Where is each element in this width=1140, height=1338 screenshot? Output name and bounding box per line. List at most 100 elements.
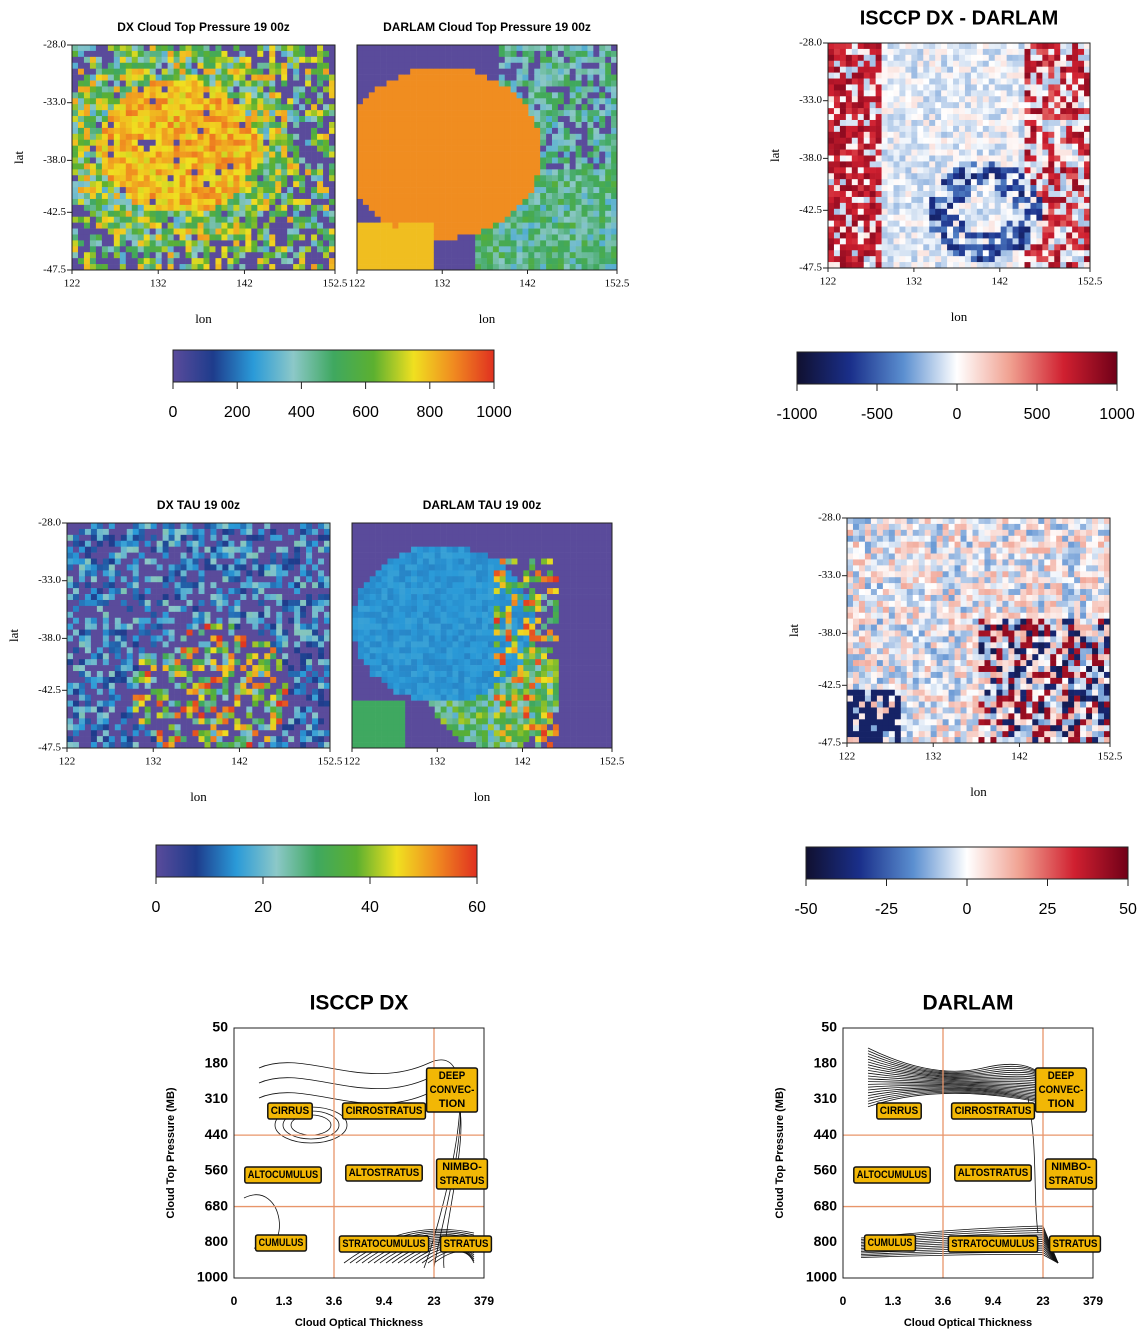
map-cell (96, 175, 102, 181)
map-cell (576, 152, 582, 158)
map-cell (150, 146, 156, 152)
map-cell (162, 69, 168, 75)
map-cell (102, 92, 108, 98)
map-cell (375, 122, 381, 128)
map-cell (357, 63, 363, 69)
map-cell (416, 75, 422, 81)
map-cell (840, 191, 846, 197)
map-cell (534, 152, 540, 158)
map-cell (209, 116, 215, 122)
map-cell (911, 138, 917, 144)
map-cell (493, 175, 499, 181)
map-cell (917, 197, 923, 203)
map-cell (329, 128, 335, 134)
map-cell (1013, 167, 1019, 173)
map-cell (953, 138, 959, 144)
map-cell (269, 223, 275, 229)
map-cell (1048, 173, 1054, 179)
map-cell (227, 181, 233, 187)
map-cell (983, 144, 989, 150)
map-cell (440, 199, 446, 205)
map-cell (522, 98, 528, 104)
map-cell (469, 264, 475, 270)
map-cell (251, 92, 257, 98)
map-cell (363, 252, 369, 258)
map-cell (1036, 96, 1042, 102)
map-cell (156, 104, 162, 110)
map-cell (375, 163, 381, 169)
map-cell (257, 122, 263, 128)
map-cell (834, 191, 840, 197)
map-cell (505, 92, 511, 98)
map-cell (102, 128, 108, 134)
map-cell (215, 223, 221, 229)
x-tick-label: 122 (349, 278, 366, 290)
map-cell (138, 187, 144, 193)
map-cell (564, 175, 570, 181)
map-cell (995, 215, 1001, 221)
map-cell (120, 69, 126, 75)
map-cell (186, 258, 192, 264)
map-cell (611, 146, 617, 152)
map-cell (475, 81, 481, 87)
map-cell (1042, 250, 1048, 256)
map-cell (463, 51, 469, 57)
map-cell (587, 57, 593, 63)
map-cell (834, 256, 840, 262)
map-cell (840, 150, 846, 156)
map-cell (398, 104, 404, 110)
map-cell (582, 205, 588, 211)
map-cell (428, 223, 434, 229)
map-cell (428, 258, 434, 264)
map-cell (599, 240, 605, 246)
map-cell (233, 169, 239, 175)
map-cell (828, 173, 834, 179)
map-cell (505, 86, 511, 92)
map-cell (215, 229, 221, 235)
map-cell (528, 140, 534, 146)
map-cell (876, 132, 882, 138)
map-cell (599, 69, 605, 75)
map-cell (1025, 79, 1031, 85)
map-cell (552, 81, 558, 87)
map-cell (1013, 84, 1019, 90)
map-cell (138, 69, 144, 75)
map-cell (570, 110, 576, 116)
map-cell (305, 175, 311, 181)
map-cell (546, 45, 552, 51)
map-cell (446, 246, 452, 252)
map-cell (375, 223, 381, 229)
map-cell (180, 98, 186, 104)
map-cell (959, 197, 965, 203)
map-cell (317, 140, 323, 146)
map-cell (317, 63, 323, 69)
map-cell (457, 57, 463, 63)
map-cell (90, 92, 96, 98)
map-cell (463, 229, 469, 235)
map-cell (84, 92, 90, 98)
map-cell (1060, 203, 1066, 209)
map-cell (434, 217, 440, 223)
map-cell (499, 81, 505, 87)
map-cell (605, 234, 611, 240)
map-cell (440, 140, 446, 146)
map-cell (828, 232, 834, 238)
map-cell (204, 51, 210, 57)
map-cell (953, 55, 959, 61)
map-cell (168, 223, 174, 229)
map-cell (965, 49, 971, 55)
map-cell (269, 205, 275, 211)
map-cell (1001, 238, 1007, 244)
map-cell (1048, 256, 1054, 262)
map-cell (959, 108, 965, 114)
map-cell (977, 61, 983, 67)
map-cell (899, 120, 905, 126)
map-cell (965, 191, 971, 197)
map-cell (192, 110, 198, 116)
map-cell (499, 69, 505, 75)
map-cell (552, 246, 558, 252)
map-cell (977, 49, 983, 55)
map-cell (329, 211, 335, 217)
map-cell (475, 134, 481, 140)
map-cell (1007, 43, 1013, 49)
